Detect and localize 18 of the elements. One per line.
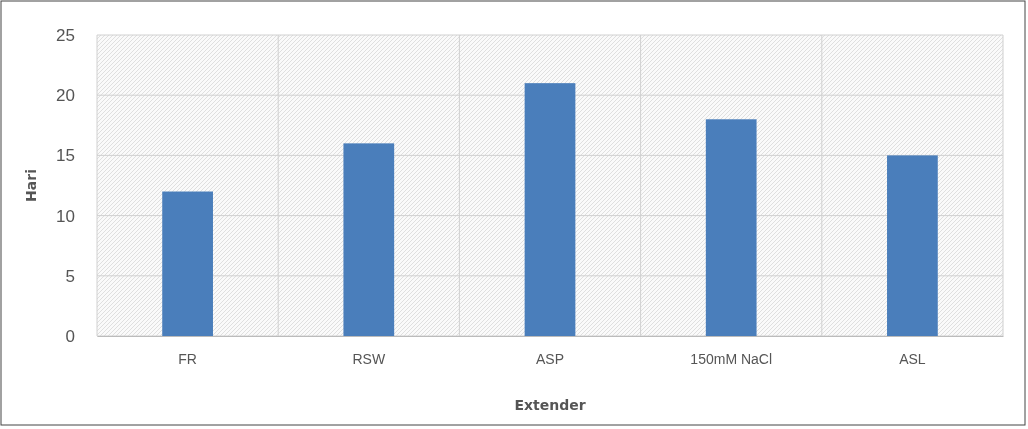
bar [343,143,395,336]
x-tick-label: 150mM NaCl [690,350,773,367]
x-tick-label: RSW [352,350,386,367]
y-axis-title: Hari [23,169,39,202]
x-tick-label: ASP [535,350,565,367]
bar [524,83,576,336]
y-tick-label: 10 [56,206,75,226]
x-axis-title: Extender [514,397,586,413]
y-tick-label: 20 [56,86,75,106]
y-tick-label: 25 [56,25,75,45]
bar [162,191,213,336]
bar [887,155,938,336]
x-tick-label: ASL [899,350,926,367]
y-tick-label: 5 [65,266,75,286]
x-tick-label: FR [178,350,197,367]
bar [705,119,757,336]
y-tick-label: 0 [65,326,75,346]
y-tick-label: 15 [56,146,75,166]
